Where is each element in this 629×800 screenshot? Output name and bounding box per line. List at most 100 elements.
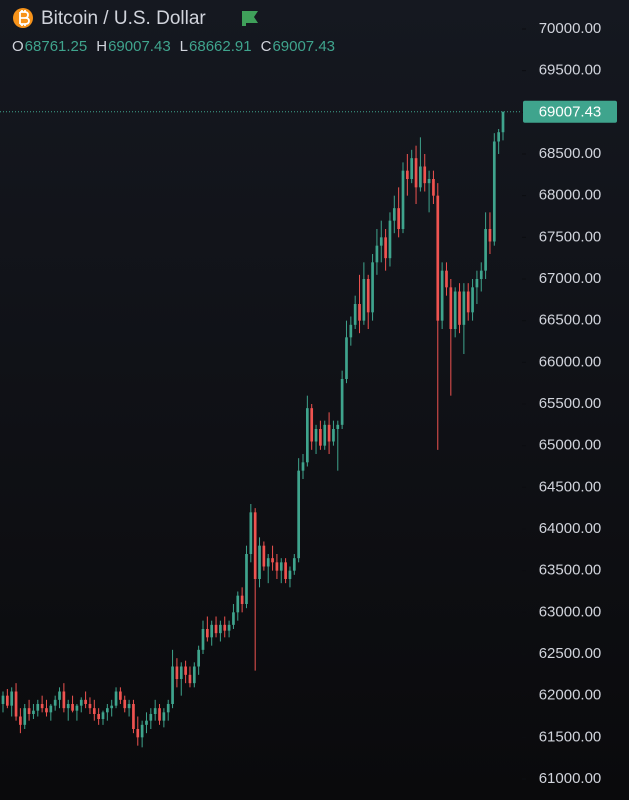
y-tick-label: 64000.00 (539, 520, 602, 537)
candle-body (397, 208, 400, 229)
candle-body (319, 429, 322, 446)
ohlc-value: 68662.91 (189, 38, 252, 55)
candle-body (479, 270, 483, 279)
candle-body (340, 379, 344, 425)
candle-body (132, 704, 135, 729)
candle-body (171, 666, 174, 704)
status-flag (242, 11, 258, 26)
candle-body (127, 704, 131, 709)
candle-body (49, 705, 53, 713)
candle-body (179, 666, 183, 679)
candle-body (401, 170, 405, 229)
candle-body (188, 674, 192, 684)
candle-body (145, 720, 148, 725)
price-axis: 61000.00 61500.00 62000.00 62500.00 63000.00… (522, 20, 617, 787)
y-tick-label: 66000.00 (539, 353, 602, 370)
candle-body (266, 558, 270, 567)
candle-body (353, 304, 357, 325)
candle-body (40, 704, 44, 709)
ohlc-value: 69007.43 (272, 38, 335, 55)
candle-body (427, 179, 431, 184)
candle-body (466, 291, 470, 313)
candle-body (192, 666, 196, 684)
candle-body (327, 424, 331, 442)
y-tick-label: 62500.00 (539, 645, 602, 662)
legend-header: Bitcoin / U.S. Dollar O 68761.25 H 69007.43… (12, 8, 335, 55)
ohlc-label: C (261, 38, 272, 55)
candle-body (1, 695, 5, 704)
candle-body (23, 708, 27, 725)
candle-body (97, 714, 100, 719)
candle-body (440, 270, 444, 321)
candle-body (197, 649, 200, 667)
candle-body (379, 237, 383, 246)
candle-body (232, 612, 235, 625)
candle-body (366, 279, 370, 313)
candle-body (375, 245, 379, 263)
candle-body (484, 229, 487, 271)
candle-body (275, 562, 279, 571)
candle-body (66, 704, 70, 709)
candle-body (249, 512, 253, 554)
candle-body (332, 429, 335, 442)
candle-body (423, 166, 427, 184)
candle-body (406, 170, 409, 179)
candle-body (310, 408, 314, 442)
candle-body (123, 699, 127, 709)
last-price-tag (523, 100, 617, 123)
candle-body (62, 691, 66, 709)
candle-body (445, 270, 448, 288)
candle-body (258, 545, 261, 579)
candle-body (201, 629, 205, 650)
candle-body (236, 595, 240, 613)
last-price-label: 69007.43 (539, 104, 602, 121)
candle-body (32, 710, 35, 714)
candle-body (79, 699, 83, 706)
candle-body (262, 545, 266, 567)
candle-body (362, 279, 366, 321)
candle-body (449, 287, 453, 329)
candle-body (136, 729, 140, 738)
y-tick-label: 61000.00 (539, 770, 602, 787)
candle-body (175, 666, 179, 679)
candle-body (301, 462, 305, 471)
ohlc-label: L (180, 38, 188, 55)
candle-body (336, 424, 340, 429)
candle-body (88, 704, 92, 709)
candle-body (288, 570, 292, 579)
y-tick-label: 64500.00 (539, 478, 602, 495)
candle-body (414, 158, 418, 188)
candle-body (110, 705, 114, 709)
candle-body (240, 595, 244, 604)
candle-body (36, 704, 40, 711)
ohlc-label: O (12, 38, 24, 55)
candle-body (253, 512, 257, 579)
y-tick-label: 68000.00 (539, 187, 602, 204)
candle-body (492, 141, 496, 242)
candle-body (245, 554, 248, 604)
candle-body (410, 158, 414, 179)
ohlc-label: H (96, 38, 107, 55)
candle-body (392, 208, 396, 221)
candle-body (279, 562, 283, 571)
candle-body (166, 704, 170, 713)
y-tick-label: 65000.00 (539, 437, 602, 454)
candle-body (114, 691, 118, 706)
candle-body (119, 691, 122, 700)
candle-body (58, 691, 61, 700)
y-tick-label: 61500.00 (539, 728, 602, 745)
candle-body (158, 708, 161, 721)
y-tick-label: 67000.00 (539, 270, 602, 287)
candle-body (284, 562, 287, 579)
candle-body (162, 712, 166, 721)
candle-body (419, 166, 422, 188)
candle-body (306, 408, 309, 463)
candle-body (475, 279, 479, 288)
candle-body (323, 424, 327, 446)
y-tick-label: 69500.00 (539, 62, 602, 79)
candle-body (45, 708, 48, 713)
candle-body (210, 624, 214, 638)
candle-body (53, 699, 57, 706)
coin-symbol (19, 10, 30, 26)
